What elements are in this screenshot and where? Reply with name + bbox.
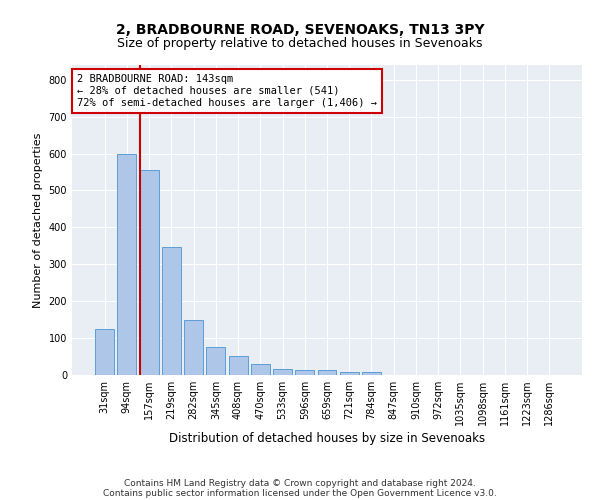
Bar (140, 170, 158, 375)
Bar (251, 364, 270, 375)
Bar (362, 372, 381, 375)
Bar (206, 348, 225, 375)
Bar (295, 370, 314, 375)
Text: Contains HM Land Registry data © Crown copyright and database right 2024.: Contains HM Land Registry data © Crown c… (124, 478, 476, 488)
Text: 2, BRADBOURNE ROAD, SEVENOAKS, TN13 3PY: 2, BRADBOURNE ROAD, SEVENOAKS, TN13 3PY (116, 22, 484, 36)
Bar (184, 320, 203, 375)
Text: Size of property relative to detached houses in Sevenoaks: Size of property relative to detached ho… (117, 38, 483, 51)
Bar (229, 356, 248, 375)
Bar (95, 329, 114, 375)
Text: 2 BRADBOURNE ROAD: 143sqm
← 28% of detached houses are smaller (541)
72% of semi: 2 BRADBOURNE ROAD: 143sqm ← 28% of detac… (77, 74, 377, 108)
Bar (317, 370, 337, 375)
Y-axis label: Number of detached properties: Number of detached properties (33, 132, 43, 308)
Bar (118, 154, 136, 375)
Bar (273, 370, 292, 375)
Text: Contains public sector information licensed under the Open Government Licence v3: Contains public sector information licen… (103, 488, 497, 498)
Bar (162, 246, 181, 375)
Bar (340, 372, 359, 375)
X-axis label: Distribution of detached houses by size in Sevenoaks: Distribution of detached houses by size … (169, 432, 485, 446)
